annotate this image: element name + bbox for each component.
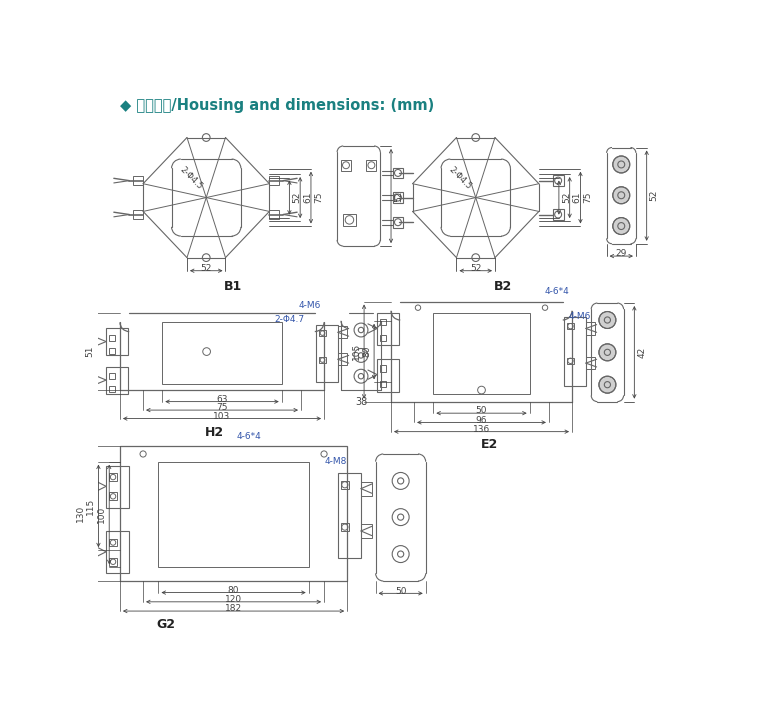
Text: 120: 120 xyxy=(225,595,242,604)
Bar xyxy=(381,319,387,325)
Text: 105: 105 xyxy=(352,343,361,360)
Bar xyxy=(133,176,143,185)
Bar xyxy=(393,217,403,228)
Bar xyxy=(109,558,117,566)
Bar xyxy=(567,323,574,329)
Text: 2-Φ4.5: 2-Φ4.5 xyxy=(178,165,204,191)
Text: B1: B1 xyxy=(224,280,242,293)
Text: B2: B2 xyxy=(493,280,512,293)
Text: 52: 52 xyxy=(394,190,403,202)
Bar xyxy=(341,481,349,488)
Bar xyxy=(109,386,115,392)
Text: 80: 80 xyxy=(228,586,239,595)
Bar xyxy=(320,330,326,337)
Bar xyxy=(109,348,115,354)
Text: 100: 100 xyxy=(97,505,106,523)
Bar xyxy=(393,192,403,203)
Text: 96: 96 xyxy=(476,416,487,425)
Text: 130: 130 xyxy=(76,505,85,522)
Text: 61: 61 xyxy=(573,192,582,203)
Circle shape xyxy=(599,311,616,329)
Text: 52: 52 xyxy=(650,190,659,201)
Bar xyxy=(109,538,117,546)
Bar xyxy=(109,473,117,481)
Bar xyxy=(269,176,279,185)
Bar xyxy=(344,214,356,226)
Text: 80: 80 xyxy=(362,346,371,357)
Bar xyxy=(361,524,372,538)
Text: 63: 63 xyxy=(216,395,228,404)
Bar xyxy=(338,353,347,365)
Bar xyxy=(553,175,564,186)
Bar xyxy=(120,446,347,581)
Bar xyxy=(553,209,564,220)
Text: 2-Φ4.7: 2-Φ4.7 xyxy=(274,315,304,324)
Text: 52: 52 xyxy=(470,264,482,273)
Text: 61: 61 xyxy=(303,192,312,203)
Bar xyxy=(378,313,398,345)
Bar xyxy=(393,168,403,178)
Bar xyxy=(106,531,129,574)
Text: 50: 50 xyxy=(395,586,406,596)
Bar xyxy=(361,482,372,495)
Text: 136: 136 xyxy=(473,425,490,434)
Bar xyxy=(378,359,398,392)
Text: 2-Φ4.5: 2-Φ4.5 xyxy=(447,165,473,191)
Text: 52: 52 xyxy=(562,192,571,203)
Text: 4-M8: 4-M8 xyxy=(324,458,347,466)
Bar xyxy=(381,381,387,387)
Bar xyxy=(564,317,586,386)
Text: 51: 51 xyxy=(85,346,94,357)
Bar xyxy=(106,367,127,394)
Bar xyxy=(586,357,595,369)
Text: 75: 75 xyxy=(216,403,228,412)
Text: E2: E2 xyxy=(481,438,498,451)
Text: 50: 50 xyxy=(476,407,487,415)
Text: 75: 75 xyxy=(314,192,323,203)
Bar xyxy=(317,324,338,382)
Bar xyxy=(106,329,127,355)
Bar xyxy=(433,313,530,394)
Text: 38: 38 xyxy=(355,397,367,407)
Bar xyxy=(367,160,377,170)
Text: 182: 182 xyxy=(225,604,242,614)
Circle shape xyxy=(599,344,616,361)
Bar xyxy=(320,357,326,363)
Bar xyxy=(381,334,387,341)
Bar xyxy=(133,210,143,219)
Bar xyxy=(341,160,351,170)
Bar xyxy=(109,373,115,379)
Text: 52: 52 xyxy=(293,192,302,203)
Bar xyxy=(586,322,595,334)
Bar xyxy=(106,465,129,508)
Circle shape xyxy=(613,156,630,173)
Bar xyxy=(338,473,361,558)
Text: G2: G2 xyxy=(157,619,176,632)
Bar xyxy=(158,462,309,567)
Bar xyxy=(381,365,387,372)
Bar xyxy=(338,326,347,339)
Circle shape xyxy=(613,218,630,235)
Bar xyxy=(109,334,115,341)
Circle shape xyxy=(599,376,616,393)
Bar xyxy=(109,493,117,500)
Text: 115: 115 xyxy=(86,498,96,515)
Bar xyxy=(162,322,282,384)
Text: 4-M6: 4-M6 xyxy=(299,301,321,310)
Text: 103: 103 xyxy=(213,412,231,421)
Text: 42: 42 xyxy=(638,347,646,358)
Bar xyxy=(269,210,279,219)
Text: 52: 52 xyxy=(201,264,212,273)
Text: 4-6*4: 4-6*4 xyxy=(544,287,569,296)
Text: 4-M6: 4-M6 xyxy=(568,312,591,321)
Circle shape xyxy=(613,187,630,204)
Text: 29: 29 xyxy=(615,249,627,258)
Bar xyxy=(341,523,349,531)
Text: 4-6*4: 4-6*4 xyxy=(236,432,262,441)
Text: ◆ 外型尺寸/Housing and dimensions: (mm): ◆ 外型尺寸/Housing and dimensions: (mm) xyxy=(120,98,434,113)
Text: H2: H2 xyxy=(205,426,224,439)
Bar xyxy=(567,358,574,364)
Text: 75: 75 xyxy=(584,192,593,203)
